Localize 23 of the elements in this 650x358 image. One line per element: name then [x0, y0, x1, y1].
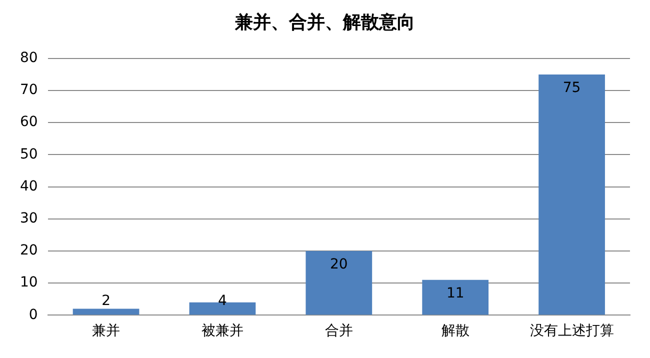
- chart-title: 兼并、合并、解散意向: [234, 11, 416, 34]
- y-tick-label: 40: [20, 178, 38, 194]
- y-tick-label: 30: [20, 210, 38, 227]
- y-tick-label: 10: [20, 274, 38, 291]
- y-tick-label: 60: [20, 114, 38, 130]
- x-tick-label: 没有上述打算: [530, 323, 614, 340]
- bar: [72, 308, 140, 315]
- y-tick-label: 0: [28, 306, 38, 323]
- y-tick-label: 80: [20, 50, 38, 66]
- x-tick-label: 被兼并: [201, 323, 244, 340]
- x-tick-label: 合并: [324, 323, 353, 340]
- bar: [538, 74, 605, 315]
- x-tick-label: 解散: [441, 323, 470, 340]
- data-label: 2: [102, 292, 110, 309]
- y-tick-label: 20: [20, 242, 38, 259]
- bar: [306, 251, 372, 315]
- data-label: 75: [562, 80, 581, 96]
- y-tick-label: 50: [20, 146, 38, 162]
- x-tick-label: 兼并: [92, 323, 120, 340]
- bar: [422, 280, 489, 315]
- data-label: 11: [446, 286, 464, 302]
- data-label: 20: [330, 256, 348, 273]
- y-tick-label: 70: [20, 82, 38, 98]
